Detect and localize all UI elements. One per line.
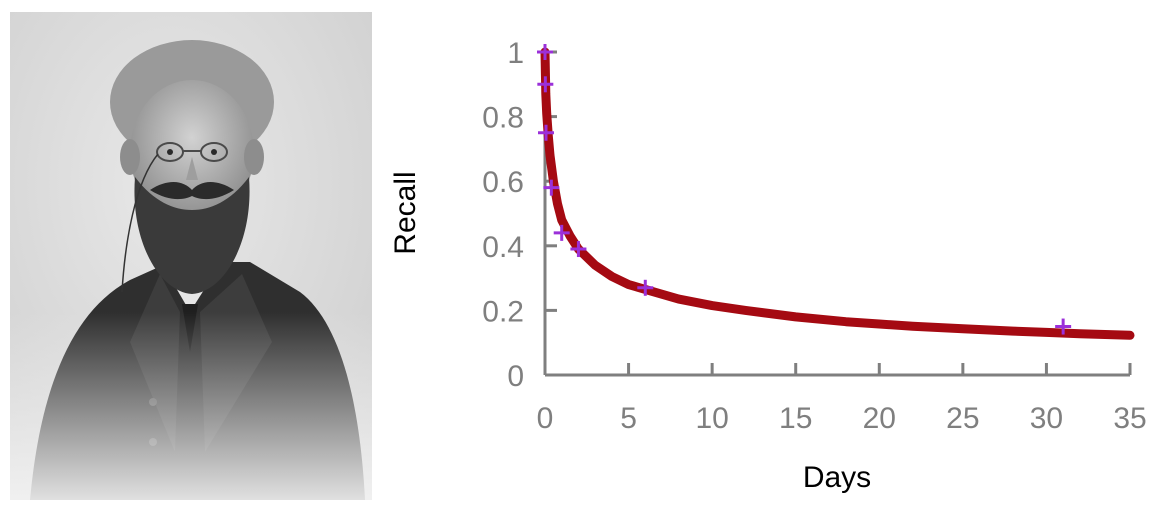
portrait-photo (10, 12, 372, 500)
recall-chart: 0 5 10 15 20 25 30 35 0 0.2 0.4 0.6 0.8 1 Days Recall (389, 37, 1147, 494)
data-point (543, 179, 560, 196)
x-tick-label: 30 (1030, 402, 1063, 435)
x-tick-label: 15 (779, 402, 812, 435)
x-tick-label: 25 (946, 402, 979, 435)
data-point (637, 279, 654, 296)
x-tick-label: 10 (695, 402, 728, 435)
y-tick-label: 0 (507, 360, 524, 393)
y-tick-label: 0.2 (482, 295, 524, 328)
data-point (538, 124, 555, 141)
fit-curve-line (540, 47, 1135, 340)
y-tick-label: 0.8 (482, 102, 524, 135)
y-tick-label: 1 (507, 37, 524, 70)
data-point (553, 224, 570, 241)
data-point (1055, 318, 1072, 335)
x-tick-label: 35 (1113, 402, 1146, 435)
y-tick-label: 0.6 (482, 166, 524, 199)
x-tick-label: 5 (620, 402, 637, 435)
y-tick-label: 0.4 (482, 231, 524, 264)
y-axis-title: Recall (389, 171, 422, 254)
x-axis-title: Days (803, 461, 871, 494)
x-tick-label: 0 (537, 402, 554, 435)
data-point (537, 44, 553, 60)
data-point (570, 241, 587, 258)
chart-labels: 0 5 10 15 20 25 30 35 0 0.2 0.4 0.6 0.8 1 Days Recall (389, 37, 1147, 494)
chart-axes (543, 50, 1132, 377)
data-point (537, 76, 554, 93)
chart-marks (537, 44, 1135, 340)
x-tick-label: 20 (863, 402, 896, 435)
